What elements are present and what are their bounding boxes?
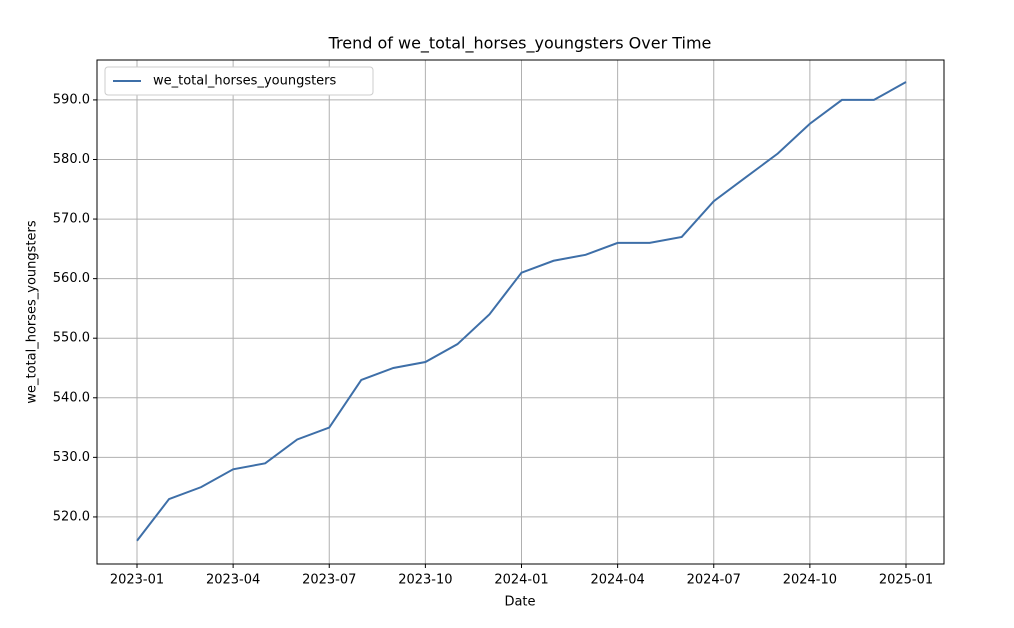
x-tick-label: 2023-04 xyxy=(206,573,260,588)
y-axis-label: we_total_horses_youngsters xyxy=(25,220,40,404)
data-line xyxy=(136,81,907,542)
plot-frame xyxy=(96,59,945,565)
x-axis-label: Date xyxy=(504,595,535,610)
x-tick-label: 2023-10 xyxy=(398,573,452,588)
x-tick-label: 2024-10 xyxy=(783,573,837,588)
y-tick-label: 520.0 xyxy=(53,509,90,524)
y-tick-label: 540.0 xyxy=(53,390,90,405)
y-tick-label: 550.0 xyxy=(53,331,90,346)
x-tick-label: 2024-04 xyxy=(590,573,644,588)
x-tick-label: 2024-07 xyxy=(687,573,741,588)
y-tick-label: 580.0 xyxy=(53,152,90,167)
x-tick-label: 2025-01 xyxy=(879,573,933,588)
y-tick-label: 530.0 xyxy=(53,450,90,465)
y-tick-label: 560.0 xyxy=(53,271,90,286)
x-tick-label: 2023-01 xyxy=(110,573,164,588)
legend-label: we_total_horses_youngsters xyxy=(153,74,337,89)
y-tick-label: 590.0 xyxy=(53,92,90,107)
y-tick-label: 570.0 xyxy=(53,212,90,227)
legend-box xyxy=(104,66,374,96)
chart-title: Trend of we_total_horses_youngsters Over… xyxy=(328,34,712,54)
x-tick-label: 2023-07 xyxy=(302,573,356,588)
x-tick-label: 2024-01 xyxy=(494,573,548,588)
